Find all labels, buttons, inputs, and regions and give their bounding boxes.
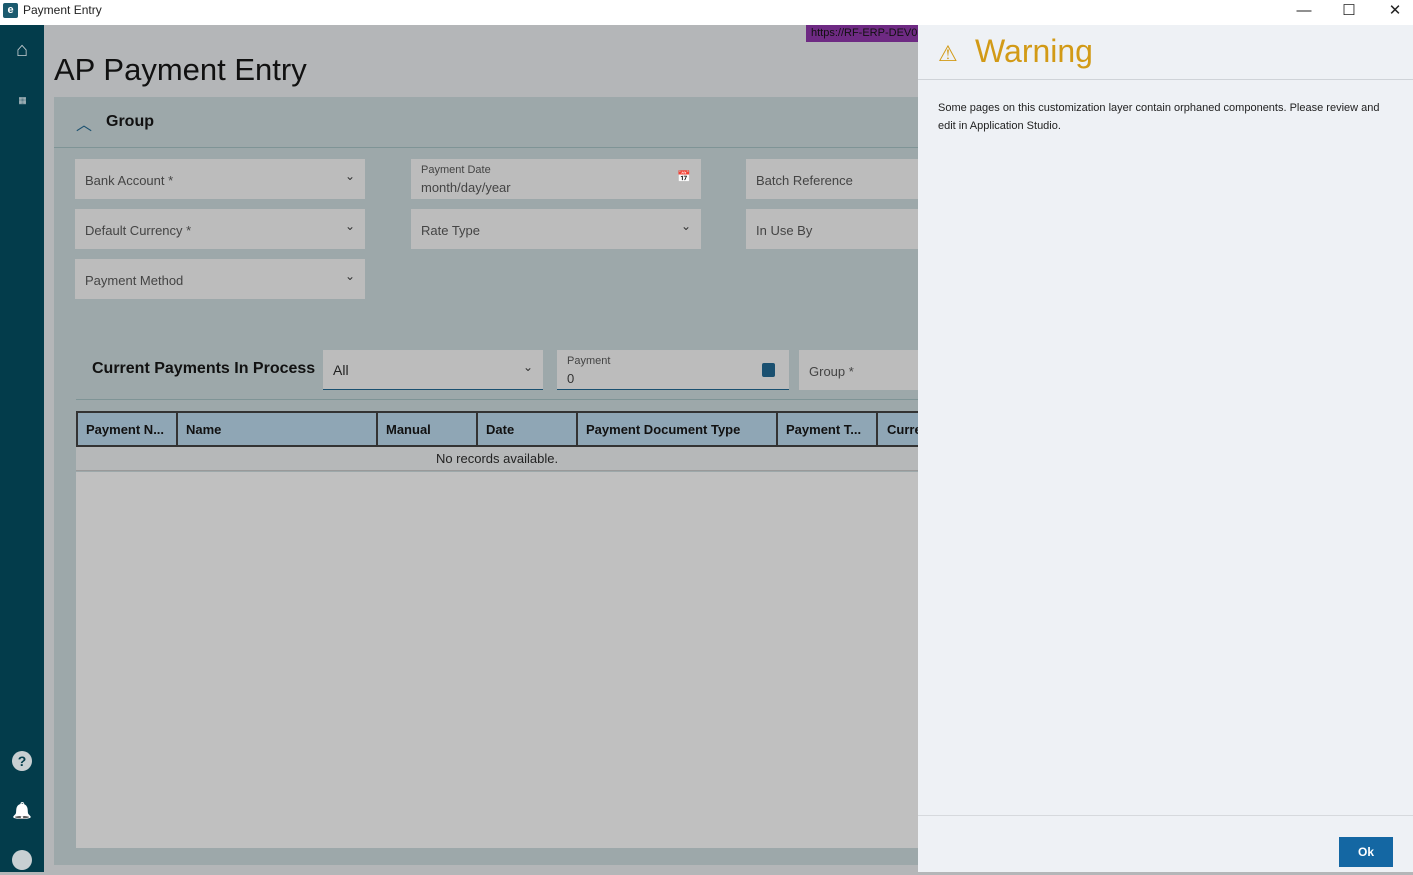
search-icon[interactable]	[762, 363, 775, 377]
warning-message: Some pages on this customization layer c…	[938, 102, 1380, 132]
payment-field[interactable]: Payment 0	[557, 350, 789, 390]
payment-date-field[interactable]: Payment Date month/day/year 📅	[411, 159, 701, 199]
column-header[interactable]: Date	[476, 411, 576, 447]
column-header[interactable]: Payment Document Type	[576, 411, 776, 447]
rate-type-select[interactable]: Rate Type ⌄	[411, 209, 701, 249]
warning-header: ⚠ Warning	[918, 25, 1413, 80]
user-icon[interactable]	[0, 845, 44, 875]
payment-label: Payment	[567, 355, 611, 367]
chevron-down-icon: ⌄	[344, 169, 355, 183]
divider	[76, 399, 918, 400]
payment-method-label: Payment Method	[85, 273, 184, 288]
default-currency-label: Default Currency *	[85, 223, 192, 238]
calendar-icon[interactable]: 📅	[677, 171, 691, 183]
payment-value: 0	[567, 371, 575, 386]
minimize-button[interactable]: —	[1296, 2, 1312, 19]
current-payments-title: Current Payments In Process	[92, 360, 316, 377]
bell-icon[interactable]: 🔔	[12, 803, 32, 820]
warning-footer: Ok	[918, 815, 1413, 872]
column-header[interactable]: Payment N...	[76, 411, 176, 447]
group-header[interactable]: ︿ Group	[54, 97, 918, 148]
help-glyph: ?	[12, 751, 32, 771]
close-window-button[interactable]: ✕	[1388, 2, 1402, 19]
warning-icon: ⚠	[938, 41, 958, 66]
window-titlebar: e Payment Entry — ☐ ✕	[0, 0, 1413, 25]
table-body	[76, 472, 918, 848]
column-header[interactable]: Manual	[376, 411, 476, 447]
column-header[interactable]: Payment T...	[776, 411, 876, 447]
empty-table-message: No records available.	[76, 447, 918, 471]
chevron-down-icon: ⌄	[344, 219, 355, 233]
help-icon[interactable]: ?	[0, 746, 44, 776]
in-use-by-field[interactable]: In Use By	[746, 209, 918, 249]
home-icon[interactable]: ⌂	[15, 38, 29, 61]
apps-grid-icon[interactable]: ▦	[18, 94, 27, 105]
payment-date-value: month/day/year	[421, 180, 511, 195]
maximize-button[interactable]: ☐	[1342, 2, 1356, 19]
bank-account-label: Bank Account *	[85, 173, 174, 188]
rate-type-label: Rate Type	[421, 223, 481, 238]
filter-value: All	[333, 362, 349, 378]
column-header[interactable]: Name	[176, 411, 376, 447]
batch-reference-label: Batch Reference	[756, 173, 853, 188]
payment-method-select[interactable]: Payment Method ⌄	[75, 259, 365, 299]
chevron-up-icon[interactable]: ︿	[76, 117, 93, 134]
page-title: AP Payment Entry	[54, 52, 307, 87]
sidebar: ⌂ ▦ ? 🔔	[0, 25, 44, 872]
in-use-by-label: In Use By	[756, 223, 813, 238]
window-title: Payment Entry	[23, 3, 102, 17]
group-select[interactable]: Group *	[799, 350, 918, 390]
chevron-down-icon: ⌄	[522, 360, 533, 374]
warning-title: Warning	[975, 33, 1093, 69]
batch-reference-field[interactable]: Batch Reference	[746, 159, 918, 199]
chevron-down-icon: ⌄	[680, 219, 691, 233]
group-placeholder: Group *	[809, 364, 854, 379]
warning-drawer: ⚠ Warning Some pages on this customizati…	[918, 25, 1413, 872]
chevron-down-icon: ⌄	[344, 269, 355, 283]
default-currency-select[interactable]: Default Currency * ⌄	[75, 209, 365, 249]
payment-date-label: Payment Date	[421, 164, 491, 176]
payments-filter-select[interactable]: All ⌄	[323, 350, 543, 390]
environment-url-badge: https://RF-ERP-DEV01	[806, 25, 918, 42]
group-title: Group	[106, 113, 154, 130]
app-logo: e	[3, 3, 18, 18]
ok-button[interactable]: Ok	[1339, 837, 1393, 867]
bank-account-select[interactable]: Bank Account * ⌄	[75, 159, 365, 199]
